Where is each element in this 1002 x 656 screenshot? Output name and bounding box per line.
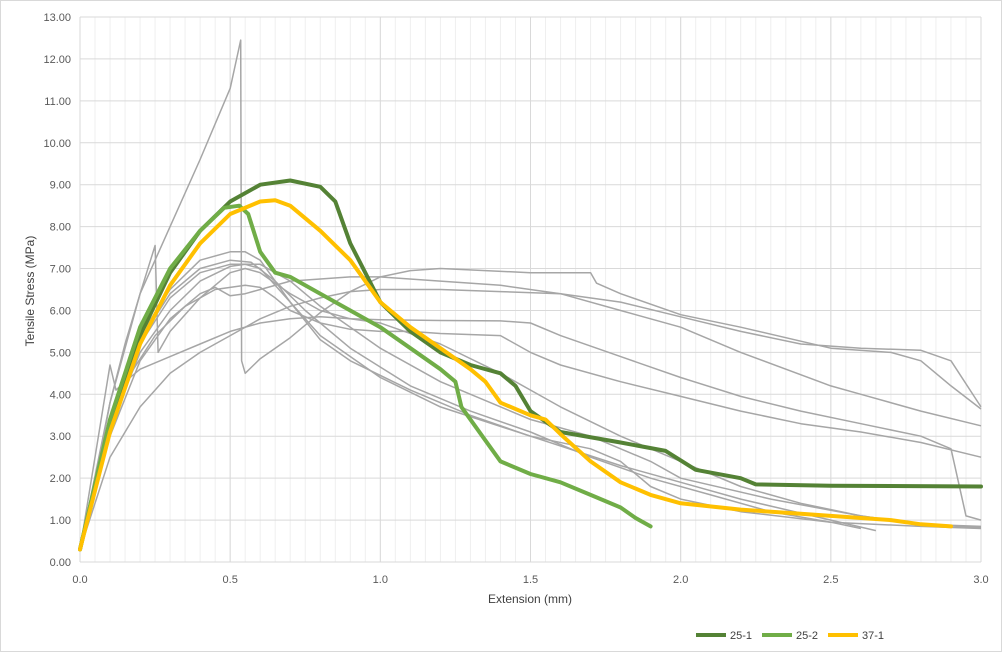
- major-gridlines: [79, 16, 982, 563]
- series-line-37-1: [78, 198, 953, 552]
- legend-label-25-1: 25-1: [730, 630, 752, 642]
- y-axis-title: Tensile Stress (MPa): [23, 236, 37, 347]
- x-axis-title: Extension (mm): [488, 592, 572, 606]
- highlighted-series-group: [78, 178, 983, 552]
- y-tick-label: 9.00: [50, 180, 71, 192]
- background-series-line: [79, 276, 982, 550]
- background-series-group: [79, 39, 982, 550]
- x-tick-label: 2.5: [823, 574, 838, 586]
- background-series-line: [79, 284, 982, 550]
- x-tick-label: 0.0: [72, 574, 87, 586]
- legend: 25-1 25-2 37-1: [696, 630, 884, 642]
- y-tick-label: 8.00: [50, 222, 71, 234]
- background-series-line: [79, 259, 862, 550]
- y-tick-label: 7.00: [50, 264, 71, 276]
- y-tick-label: 3.00: [50, 431, 71, 443]
- x-tick-label: 3.0: [973, 574, 988, 586]
- y-tick-label: 5.00: [50, 347, 71, 359]
- background-series-line: [79, 263, 982, 550]
- x-axis-ticks: 0.0 0.5 1.0 1.5 2.0 2.5 3.0: [72, 574, 988, 586]
- x-tick-label: 1.5: [523, 574, 538, 586]
- y-tick-label: 4.00: [50, 389, 71, 401]
- y-tick-label: 11.00: [44, 96, 71, 108]
- x-tick-label: 0.5: [223, 574, 238, 586]
- y-axis-ticks: 0.00 1.00 2.00 3.00 4.00 5.00 6.00 7.00 8.00 9.00…: [43, 12, 71, 569]
- x-tick-label: 2.0: [673, 574, 688, 586]
- y-tick-label: 2.00: [50, 473, 71, 485]
- background-series-line: [79, 263, 877, 550]
- x-tick-label: 1.0: [373, 574, 388, 586]
- background-series-line: [79, 288, 982, 550]
- series-line-25-2: [78, 203, 653, 552]
- y-tick-label: 13.00: [43, 12, 71, 24]
- legend-label-25-2: 25-2: [796, 630, 818, 642]
- y-tick-label: 0.00: [50, 557, 71, 569]
- y-tick-label: 6.00: [50, 305, 71, 317]
- y-tick-label: 10.00: [43, 138, 71, 150]
- background-series-line: [79, 39, 982, 550]
- y-tick-label: 12.00: [43, 54, 71, 66]
- legend-label-37-1: 37-1: [862, 630, 884, 642]
- y-tick-label: 1.00: [50, 515, 71, 527]
